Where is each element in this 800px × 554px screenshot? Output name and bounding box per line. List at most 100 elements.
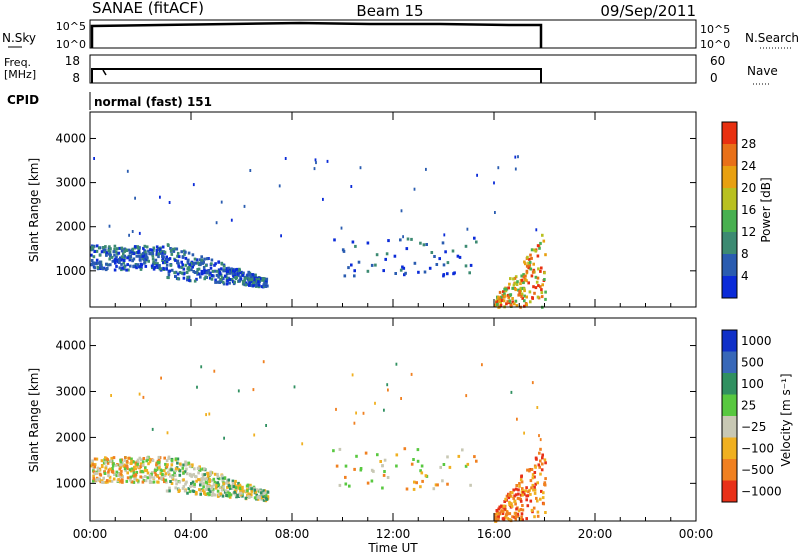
- data-cell: [386, 383, 389, 387]
- data-cell: [439, 465, 442, 469]
- colorbar-tick-label: −500: [741, 463, 774, 477]
- data-cell: [154, 258, 158, 262]
- data-cell: [423, 270, 427, 274]
- data-cell: [261, 492, 264, 496]
- data-cell: [144, 250, 147, 254]
- data-cell: [473, 236, 476, 240]
- data-cell: [382, 473, 386, 477]
- data-cell: [192, 473, 195, 477]
- data-cell: [158, 476, 161, 480]
- data-cell: [113, 244, 117, 248]
- data-cell: [507, 496, 511, 500]
- data-cell: [216, 280, 219, 284]
- colorbar-tick-label: 16: [741, 203, 756, 217]
- data-cell: [212, 493, 215, 496]
- colorbar-frame: [721, 329, 738, 503]
- data-cell: [254, 490, 258, 494]
- data-cell: [536, 276, 540, 280]
- data-cell: [502, 290, 505, 294]
- data-cell: [90, 263, 94, 267]
- data-cell: [464, 464, 468, 468]
- data-cell: [108, 475, 112, 479]
- data-cell: [517, 293, 520, 297]
- data-cell: [223, 274, 227, 278]
- data-cell: [210, 479, 214, 483]
- data-cell: [157, 264, 161, 268]
- data-cell: [208, 480, 211, 483]
- data-cell: [524, 262, 527, 266]
- data-cell: [506, 512, 509, 516]
- data-cell: [536, 254, 540, 258]
- data-cell: [210, 262, 213, 266]
- data-cell: [210, 258, 214, 262]
- freq-spike: [102, 69, 107, 76]
- data-cell: [238, 279, 241, 283]
- data-cell: [314, 158, 317, 162]
- data-cell: [243, 204, 246, 208]
- data-cell: [111, 464, 115, 468]
- data-cell: [204, 275, 207, 279]
- data-cell: [141, 256, 144, 260]
- data-cell: [219, 492, 223, 496]
- data-cell: [441, 241, 445, 245]
- data-cell: [187, 251, 191, 255]
- data-cell: [517, 155, 519, 159]
- data-cell: [353, 274, 356, 278]
- cpid-value: normal (fast) 151: [94, 95, 212, 109]
- data-cell: [209, 473, 212, 477]
- data-cell: [129, 475, 133, 479]
- data-cell: [197, 471, 200, 475]
- x-tick-label: 00:00: [679, 527, 714, 541]
- data-cell: [126, 471, 129, 475]
- data-cell: [256, 497, 260, 501]
- data-cell: [247, 270, 250, 274]
- data-cell: [214, 280, 217, 284]
- data-cell: [543, 458, 547, 462]
- data-cell: [518, 482, 521, 485]
- data-cell: [150, 472, 153, 476]
- data-cell: [180, 260, 183, 264]
- data-cell: [512, 488, 515, 492]
- data-cell: [157, 252, 160, 256]
- data-cell: [257, 277, 260, 281]
- data-cell: [504, 497, 507, 501]
- data-cell: [157, 248, 160, 252]
- data-cell: [497, 507, 500, 511]
- data-cell: [416, 459, 420, 463]
- data-cell: [130, 480, 134, 484]
- data-cell: [531, 296, 534, 300]
- data-cell: [387, 239, 390, 243]
- data-cell: [170, 468, 174, 472]
- data-cell: [120, 249, 124, 253]
- data-cell: [383, 458, 387, 462]
- data-cell: [433, 255, 436, 258]
- data-cell: [146, 471, 150, 475]
- colorbar-tick-label: −100: [741, 441, 774, 455]
- data-cell: [114, 250, 118, 254]
- data-cell: [136, 263, 140, 267]
- data-cell: [537, 267, 540, 271]
- data-cell: [163, 456, 166, 460]
- data-cell: [126, 169, 129, 173]
- data-cell: [145, 245, 149, 249]
- data-cell: [528, 260, 532, 264]
- data-cell: [264, 493, 268, 497]
- colorbar-swatch: [722, 459, 737, 481]
- data-cell: [542, 491, 545, 495]
- data-cell: [119, 472, 123, 476]
- data-cell: [176, 259, 180, 263]
- data-cell: [237, 389, 240, 393]
- data-cell: [178, 271, 182, 274]
- data-cell: [157, 455, 161, 459]
- data-cell: [531, 381, 534, 385]
- data-cell: [237, 481, 240, 485]
- data-cell: [187, 461, 191, 465]
- data-cell: [161, 473, 164, 476]
- data-cell: [536, 406, 539, 409]
- data-cell: [387, 388, 389, 392]
- data-cell: [507, 286, 510, 290]
- data-cell: [442, 274, 445, 278]
- data-cell: [148, 460, 152, 464]
- data-cell: [141, 475, 144, 479]
- data-cell: [458, 255, 462, 259]
